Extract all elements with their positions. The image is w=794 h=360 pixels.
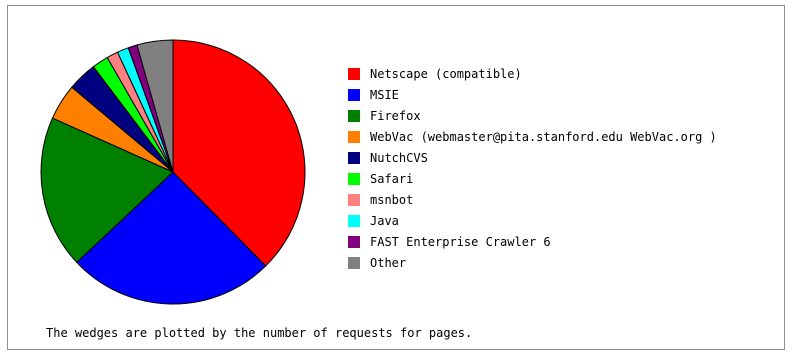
- legend-swatch: [348, 193, 360, 206]
- legend-item: NutchCVS: [348, 147, 717, 168]
- legend-swatch: [348, 172, 360, 185]
- legend-swatch: [348, 130, 360, 143]
- legend-label: msnbot: [370, 192, 414, 207]
- legend-swatch: [348, 88, 360, 101]
- legend-label: Firefox: [370, 108, 421, 123]
- pie-slice-0: [172, 39, 306, 267]
- legend-swatch: [348, 109, 360, 122]
- legend-label: Safari: [370, 171, 414, 186]
- legend-label: Netscape (compatible): [370, 66, 522, 81]
- legend-label: FAST Enterprise Crawler 6: [370, 234, 551, 249]
- chart-caption: The wedges are plotted by the number of …: [46, 326, 473, 340]
- legend-item: Safari: [348, 168, 717, 189]
- legend-label: MSIE: [370, 87, 399, 102]
- legend-item: FAST Enterprise Crawler 6: [348, 231, 717, 252]
- legend-swatch: [348, 256, 360, 269]
- legend-item: Java: [348, 210, 717, 231]
- legend-swatch: [348, 235, 360, 248]
- legend-item: MSIE: [348, 84, 717, 105]
- legend-label: Other: [370, 255, 407, 270]
- legend-swatch: [348, 67, 360, 80]
- pie-slice-9: [136, 39, 174, 173]
- legend: Netscape (compatible) MSIE Firefox WebVac (…: [348, 63, 717, 273]
- legend-swatch: [348, 214, 360, 227]
- pie-slice-1: [76, 171, 267, 305]
- legend-item: Netscape (compatible): [348, 63, 717, 84]
- legend-label: Java: [370, 213, 399, 228]
- chart-frame: Netscape (compatible) MSIE Firefox WebVac (…: [7, 5, 785, 350]
- pie-chart: [40, 39, 306, 305]
- legend-item: WebVac (webmaster@pita.stanford.edu WebV…: [348, 126, 717, 147]
- legend-swatch: [348, 151, 360, 164]
- legend-label: NutchCVS: [370, 150, 428, 165]
- legend-item: Firefox: [348, 105, 717, 126]
- legend-item: Other: [348, 252, 717, 273]
- legend-label: WebVac (webmaster@pita.stanford.edu WebV…: [370, 129, 717, 144]
- legend-item: msnbot: [348, 189, 717, 210]
- pie-slice-2: [40, 117, 174, 264]
